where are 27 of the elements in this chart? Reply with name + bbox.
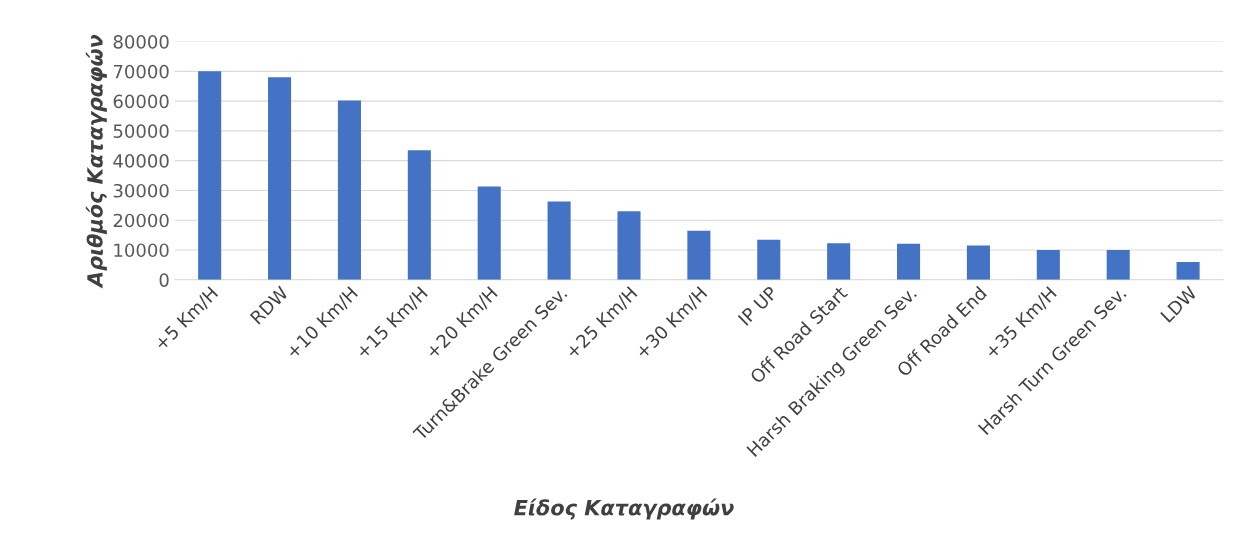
y-axis-title: Αριθμός Καταγραφών <box>85 34 107 289</box>
y-tick-label: 20000 <box>113 213 169 228</box>
y-tick-label: 60000 <box>113 94 169 109</box>
bar <box>757 239 781 280</box>
bar <box>617 211 641 280</box>
bar <box>477 186 501 280</box>
y-tick-label: 70000 <box>113 64 169 79</box>
x-axis-title: Είδος Καταγραφών <box>514 498 734 520</box>
bar <box>198 71 222 280</box>
bar <box>897 243 921 280</box>
bar <box>407 150 431 280</box>
y-tick-label: 30000 <box>113 183 169 198</box>
bar <box>337 100 361 280</box>
bar <box>827 243 851 280</box>
y-tick-label: 40000 <box>113 154 169 168</box>
bar <box>966 245 990 280</box>
bar <box>1176 261 1200 280</box>
bar <box>547 201 571 280</box>
bar <box>687 230 711 280</box>
y-tick-label: 50000 <box>113 124 169 138</box>
bar <box>1106 249 1130 280</box>
y-tick-label: 80000 <box>113 35 169 49</box>
y-tick-label: 0 <box>159 273 169 287</box>
bar <box>268 77 292 280</box>
bar <box>1036 249 1060 280</box>
y-tick-label: 10000 <box>114 243 169 258</box>
x-tick-label: IP UP <box>737 285 779 326</box>
